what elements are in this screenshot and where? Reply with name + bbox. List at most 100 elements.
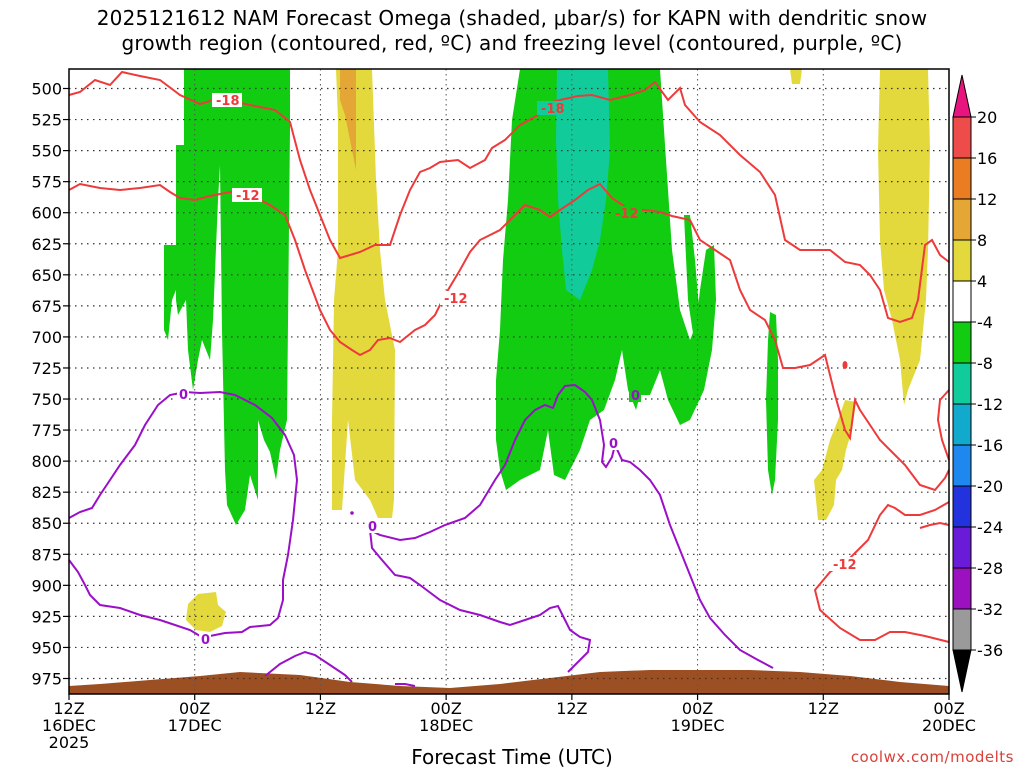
x-tick-label: 12Z	[808, 699, 839, 718]
grid	[69, 69, 949, 694]
colorbar-tick-label: 20	[977, 108, 997, 127]
purple-contour-2	[369, 383, 774, 669]
x-axis-label: Forecast Time (UTC)	[411, 745, 613, 769]
chart-title-line-1: 2025121612 NAM Forecast Omega (shaded, μ…	[96, 6, 928, 30]
contour-label-bg	[366, 519, 378, 533]
colorbar-bin	[952, 280, 972, 323]
colorbar-bin	[952, 239, 972, 282]
colorbar-tick-label: -20	[977, 477, 1003, 496]
omega-region-orange-1	[340, 69, 356, 170]
contour-label-bg	[607, 436, 619, 450]
y-tick-label: 825	[31, 483, 62, 502]
credit-text: coolwx.com/modelts	[850, 748, 1014, 766]
contour-label-bg	[212, 93, 242, 107]
x-tick-label: 00Z	[179, 699, 210, 718]
x-tick-label: 00Z	[933, 699, 964, 718]
contour-label-purple-5: 0	[631, 389, 640, 404]
y-tick-label: 850	[31, 514, 62, 533]
colorbar-arrow-bottom	[952, 649, 972, 693]
y-tick-label: 925	[31, 607, 62, 626]
y-tick-label: 525	[31, 111, 62, 130]
plot-frame	[68, 68, 950, 695]
colorbar-bin	[952, 485, 972, 528]
contour-label-red-2: -12	[236, 189, 260, 204]
colorbar-tick-label: -36	[977, 641, 1003, 660]
contour-label-red-5: -12	[444, 292, 468, 307]
terrain	[69, 670, 949, 694]
colorbar-bin	[952, 608, 972, 651]
y-tick-label: 725	[31, 359, 62, 378]
chart-title: 2025121612 NAM Forecast Omega (shaded, μ…	[0, 6, 1024, 56]
x-tick-label: 12Z	[305, 699, 336, 718]
omega-region-yellow-4	[790, 69, 802, 84]
colorbar-tick-label: -12	[977, 395, 1003, 414]
contour-label-purple-3: 0	[368, 520, 377, 535]
red-contour-small-loop	[842, 361, 848, 369]
colorbar-tick-label: -4	[977, 313, 993, 332]
contour-label-bg	[177, 387, 189, 401]
colorbar-tick-label: -8	[977, 354, 993, 373]
contour-labels: -18 -12 -18 -12 -12 -12 0 0 0 0 0	[177, 93, 860, 648]
colorbar-bin	[952, 403, 972, 446]
contour-label-purple-4: 0	[609, 437, 618, 452]
y-tick-label: 550	[31, 142, 62, 161]
x-tick-label: 12Z	[556, 699, 587, 718]
purple-contour-3	[369, 529, 592, 673]
contour-label-red-6: -12	[833, 558, 857, 573]
colorbar-tick-label: 4	[977, 272, 987, 291]
x-tick-label: 17DEC	[168, 716, 222, 735]
y-tick-label: 750	[31, 390, 62, 409]
dendritic-growth-contours	[68, 70, 950, 643]
y-tick-label: 500	[31, 80, 62, 99]
contour-label-red-4: -12	[615, 207, 639, 222]
x-tick-label: 00Z	[430, 699, 461, 718]
y-tick-label: 675	[31, 297, 62, 316]
freezing-level-contours	[68, 383, 774, 687]
y-tick-label: 875	[31, 545, 62, 564]
colorbar-tick-label: -24	[977, 518, 1003, 537]
colorbar-tick-label: -32	[977, 600, 1003, 619]
purple-contour-1	[68, 390, 299, 637]
omega-region-green-1b	[164, 245, 176, 340]
y-tick-label: 950	[31, 638, 62, 657]
contour-label-bg	[537, 101, 567, 115]
omega-region-green-2	[496, 69, 716, 490]
x-tick-label: 16DEC	[42, 716, 96, 735]
y-tick-label: 575	[31, 173, 62, 192]
y-tick-label: 900	[31, 576, 62, 595]
colorbar-bin	[952, 362, 972, 405]
colorbar-bin	[952, 157, 972, 200]
x-tick-label: 20DEC	[922, 716, 976, 735]
red-contour-edge	[936, 389, 950, 461]
omega-region-teal-1	[556, 69, 610, 300]
contour-label-purple-2: 0	[201, 633, 210, 648]
y-tick-label: 975	[31, 670, 62, 689]
contour-label-bg	[440, 291, 470, 305]
colorbar-bin	[952, 444, 972, 487]
x-tick-label: 00Z	[682, 699, 713, 718]
colorbar-bin	[952, 321, 972, 364]
y-tick-label: 700	[31, 328, 62, 347]
colorbar: 20 16 12 8 4 -4 -8 -12 -16 -20 -24 -28 -32 -36	[952, 74, 1003, 693]
contour-label-bg	[199, 632, 211, 646]
chart-title-line-2: growth region (contoured, red, ºC) and f…	[121, 31, 903, 55]
purple-contour-dot	[350, 511, 354, 515]
colorbar-tick-label: -16	[977, 436, 1003, 455]
colorbar-bin	[952, 567, 972, 610]
x-tick-label: 2025	[49, 733, 90, 752]
colorbar-arrow-top	[952, 74, 972, 118]
colorbar-bin	[952, 116, 972, 159]
x-tick-label: 19DEC	[671, 716, 725, 735]
colorbar-tick-label: 12	[977, 190, 997, 209]
contour-label-red-1: -18	[216, 94, 240, 109]
contour-label-bg	[629, 388, 641, 402]
colorbar-tick-label: 16	[977, 149, 997, 168]
y-axis: 500 525 550 575 600 625 650 675 700 725 750 775 800 8…	[31, 80, 69, 689]
red-contour-upper	[68, 70, 950, 324]
y-tick-label: 775	[31, 421, 62, 440]
omega-region-yellow-3	[878, 69, 930, 405]
omega-region-green-2b	[684, 215, 700, 340]
y-tick-label: 600	[31, 204, 62, 223]
